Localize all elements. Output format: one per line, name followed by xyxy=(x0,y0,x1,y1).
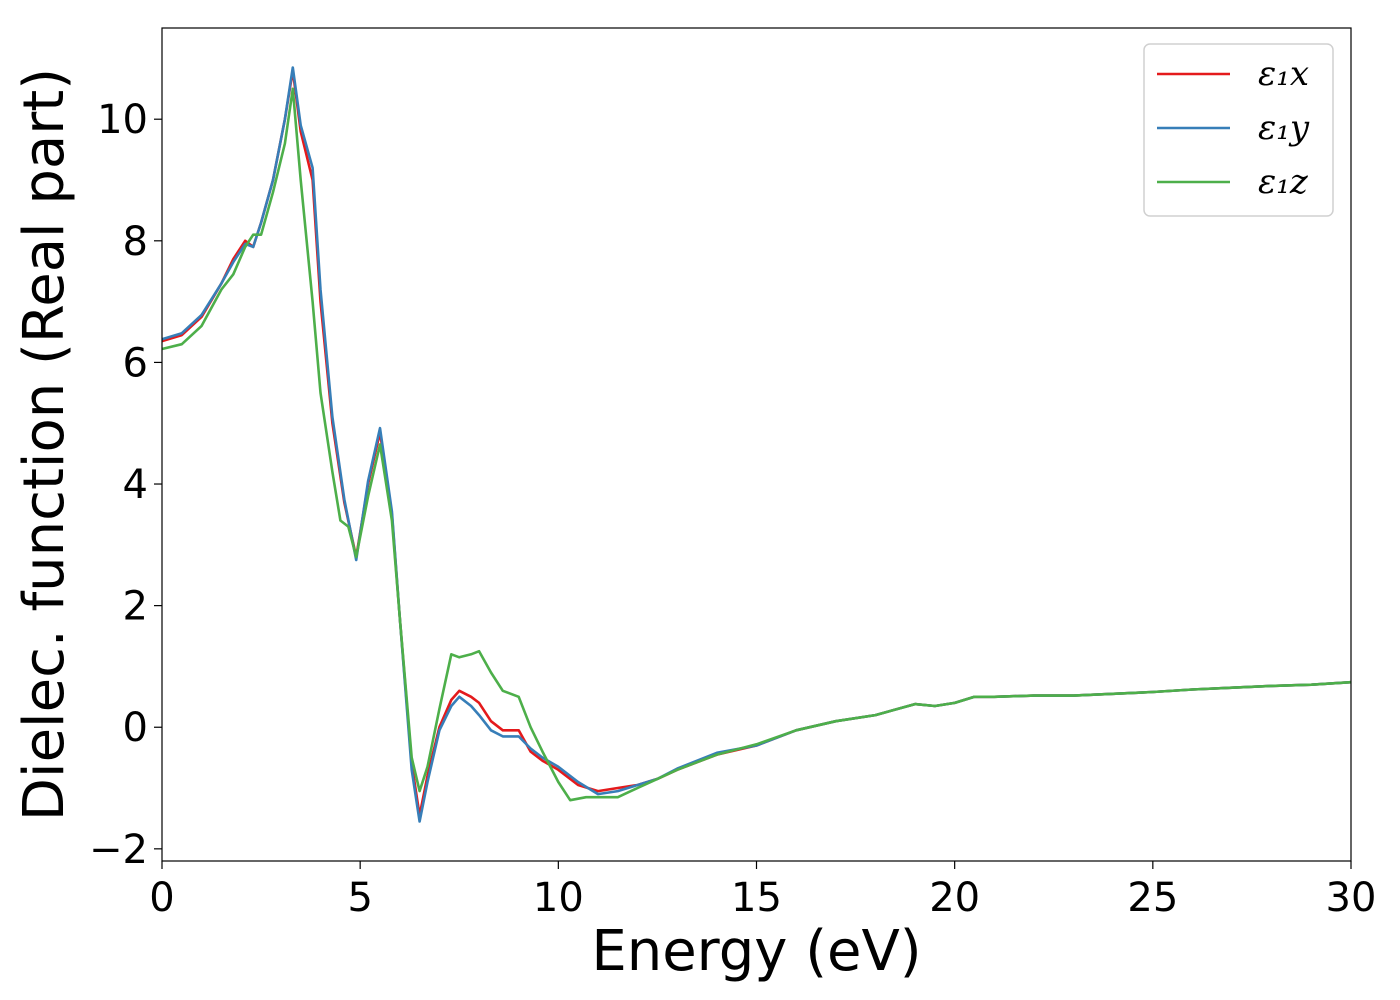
x-axis: 0 5 10 15 20 25 30 xyxy=(149,861,1376,921)
y-axis: −2 0 2 4 6 8 10 xyxy=(89,97,162,873)
y-tick-label: 6 xyxy=(123,340,148,386)
x-axis-title: Energy (eV) xyxy=(591,919,921,984)
series-line-3 xyxy=(161,87,1352,802)
x-tick-label: 20 xyxy=(929,875,980,921)
series-lines xyxy=(161,66,1352,823)
y-axis-title: Dielec. function (Real part) xyxy=(12,68,77,821)
x-tick-label: 25 xyxy=(1127,875,1178,921)
y-tick-label: 2 xyxy=(123,584,148,630)
x-tick-label: 30 xyxy=(1326,875,1377,921)
legend: ε₁x ε₁y ε₁z xyxy=(1143,43,1334,217)
legend-label: ε₁x xyxy=(1258,54,1309,94)
x-tick-label: 10 xyxy=(533,875,584,921)
x-tick-label: 15 xyxy=(731,875,782,921)
x-tick-label: 5 xyxy=(347,875,372,921)
legend-label: ε₁y xyxy=(1258,108,1310,148)
x-tick-label: 0 xyxy=(149,875,174,921)
y-tick-label: 4 xyxy=(123,462,148,508)
y-tick-label: 0 xyxy=(123,705,148,751)
y-tick-label: 8 xyxy=(123,219,148,265)
y-tick-label: −2 xyxy=(89,827,148,873)
legend-label: ε₁z xyxy=(1258,162,1309,202)
legend-box xyxy=(1143,43,1334,217)
y-tick-label: 10 xyxy=(97,97,148,143)
